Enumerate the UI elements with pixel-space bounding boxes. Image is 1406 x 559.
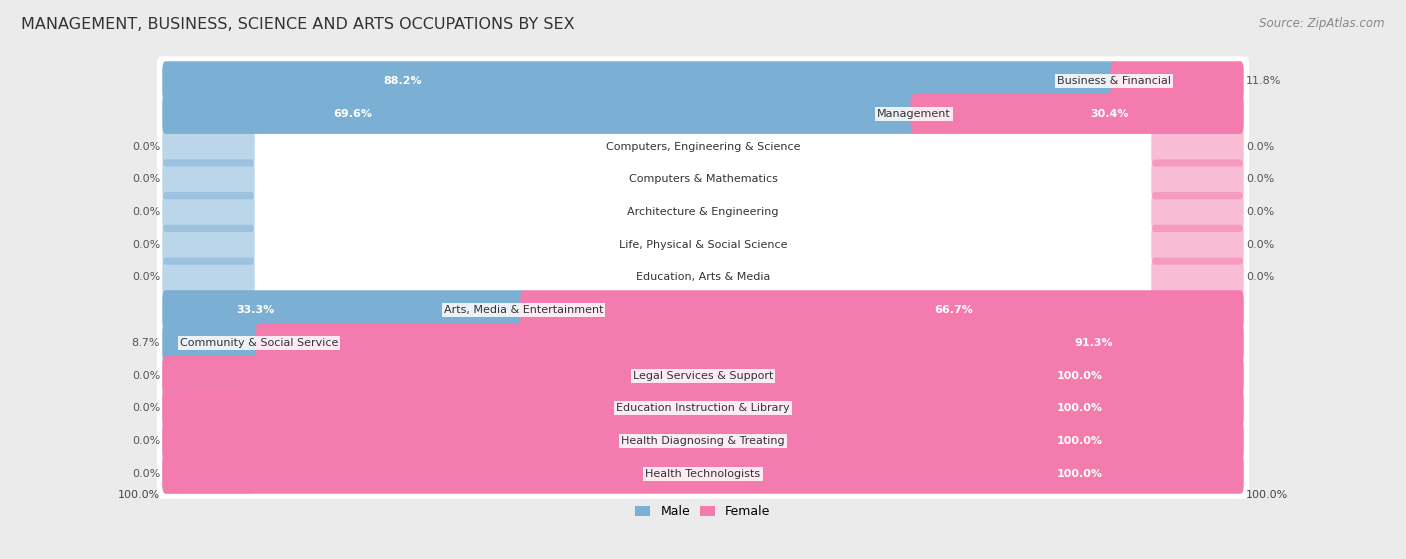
FancyBboxPatch shape: [162, 94, 917, 134]
FancyBboxPatch shape: [162, 159, 254, 200]
FancyBboxPatch shape: [162, 421, 254, 461]
Text: 0.0%: 0.0%: [132, 240, 160, 250]
Text: 0.0%: 0.0%: [132, 174, 160, 184]
FancyBboxPatch shape: [911, 94, 1244, 134]
FancyBboxPatch shape: [162, 192, 254, 232]
Text: 100.0%: 100.0%: [1056, 404, 1102, 413]
Text: Computers & Mathematics: Computers & Mathematics: [628, 174, 778, 184]
Text: Legal Services & Support: Legal Services & Support: [633, 371, 773, 381]
Text: 91.3%: 91.3%: [1074, 338, 1112, 348]
Text: 0.0%: 0.0%: [132, 141, 160, 151]
Text: 66.7%: 66.7%: [934, 305, 973, 315]
Text: 0.0%: 0.0%: [132, 272, 160, 282]
FancyBboxPatch shape: [162, 356, 1244, 396]
Text: Education Instruction & Library: Education Instruction & Library: [616, 404, 790, 413]
FancyBboxPatch shape: [162, 389, 1244, 428]
FancyBboxPatch shape: [157, 449, 1249, 499]
FancyBboxPatch shape: [157, 318, 1249, 368]
Text: 8.7%: 8.7%: [132, 338, 160, 348]
Text: 0.0%: 0.0%: [1246, 174, 1274, 184]
FancyBboxPatch shape: [157, 383, 1249, 433]
Text: Computers, Engineering & Science: Computers, Engineering & Science: [606, 141, 800, 151]
Text: 0.0%: 0.0%: [132, 207, 160, 217]
Text: 100.0%: 100.0%: [1056, 371, 1102, 381]
Text: 100.0%: 100.0%: [118, 490, 160, 500]
Text: 0.0%: 0.0%: [1246, 207, 1274, 217]
FancyBboxPatch shape: [1152, 192, 1244, 232]
Text: Management: Management: [877, 109, 950, 119]
Text: 30.4%: 30.4%: [1091, 109, 1129, 119]
FancyBboxPatch shape: [162, 61, 1116, 101]
FancyBboxPatch shape: [162, 454, 254, 494]
Text: Life, Physical & Social Science: Life, Physical & Social Science: [619, 240, 787, 250]
FancyBboxPatch shape: [162, 323, 263, 363]
Text: 100.0%: 100.0%: [1056, 469, 1102, 479]
FancyBboxPatch shape: [1152, 225, 1244, 265]
Text: 0.0%: 0.0%: [1246, 240, 1274, 250]
FancyBboxPatch shape: [157, 89, 1249, 139]
FancyBboxPatch shape: [1152, 127, 1244, 167]
FancyBboxPatch shape: [162, 225, 254, 265]
FancyBboxPatch shape: [162, 127, 254, 167]
Text: Health Technologists: Health Technologists: [645, 469, 761, 479]
Text: 11.8%: 11.8%: [1246, 76, 1281, 86]
FancyBboxPatch shape: [157, 350, 1249, 400]
Text: 100.0%: 100.0%: [1056, 436, 1102, 446]
Text: 0.0%: 0.0%: [1246, 272, 1274, 282]
FancyBboxPatch shape: [157, 253, 1249, 302]
Text: Health Diagnosing & Treating: Health Diagnosing & Treating: [621, 436, 785, 446]
Text: 0.0%: 0.0%: [132, 469, 160, 479]
FancyBboxPatch shape: [157, 220, 1249, 269]
FancyBboxPatch shape: [1152, 159, 1244, 200]
FancyBboxPatch shape: [162, 356, 254, 396]
FancyBboxPatch shape: [1111, 61, 1244, 101]
FancyBboxPatch shape: [157, 416, 1249, 466]
Text: 0.0%: 0.0%: [1246, 141, 1274, 151]
Text: 0.0%: 0.0%: [132, 404, 160, 413]
FancyBboxPatch shape: [157, 154, 1249, 204]
Text: Business & Financial: Business & Financial: [1057, 76, 1171, 86]
FancyBboxPatch shape: [162, 290, 527, 330]
FancyBboxPatch shape: [520, 290, 1244, 330]
FancyBboxPatch shape: [162, 258, 254, 297]
FancyBboxPatch shape: [157, 285, 1249, 335]
Text: Source: ZipAtlas.com: Source: ZipAtlas.com: [1260, 17, 1385, 30]
Text: 33.3%: 33.3%: [236, 305, 274, 315]
Text: 100.0%: 100.0%: [1246, 490, 1288, 500]
Text: Community & Social Service: Community & Social Service: [180, 338, 339, 348]
FancyBboxPatch shape: [157, 187, 1249, 237]
FancyBboxPatch shape: [256, 323, 1244, 363]
FancyBboxPatch shape: [162, 389, 254, 428]
FancyBboxPatch shape: [1152, 258, 1244, 297]
Text: Architecture & Engineering: Architecture & Engineering: [627, 207, 779, 217]
Legend: Male, Female: Male, Female: [630, 500, 776, 523]
FancyBboxPatch shape: [157, 122, 1249, 172]
Text: 88.2%: 88.2%: [384, 76, 422, 86]
FancyBboxPatch shape: [162, 454, 1244, 494]
Text: 0.0%: 0.0%: [132, 436, 160, 446]
FancyBboxPatch shape: [157, 56, 1249, 106]
Text: MANAGEMENT, BUSINESS, SCIENCE AND ARTS OCCUPATIONS BY SEX: MANAGEMENT, BUSINESS, SCIENCE AND ARTS O…: [21, 17, 575, 32]
Text: 0.0%: 0.0%: [132, 371, 160, 381]
Text: Education, Arts & Media: Education, Arts & Media: [636, 272, 770, 282]
Text: 69.6%: 69.6%: [333, 109, 373, 119]
Text: Arts, Media & Entertainment: Arts, Media & Entertainment: [444, 305, 603, 315]
FancyBboxPatch shape: [162, 421, 1244, 461]
